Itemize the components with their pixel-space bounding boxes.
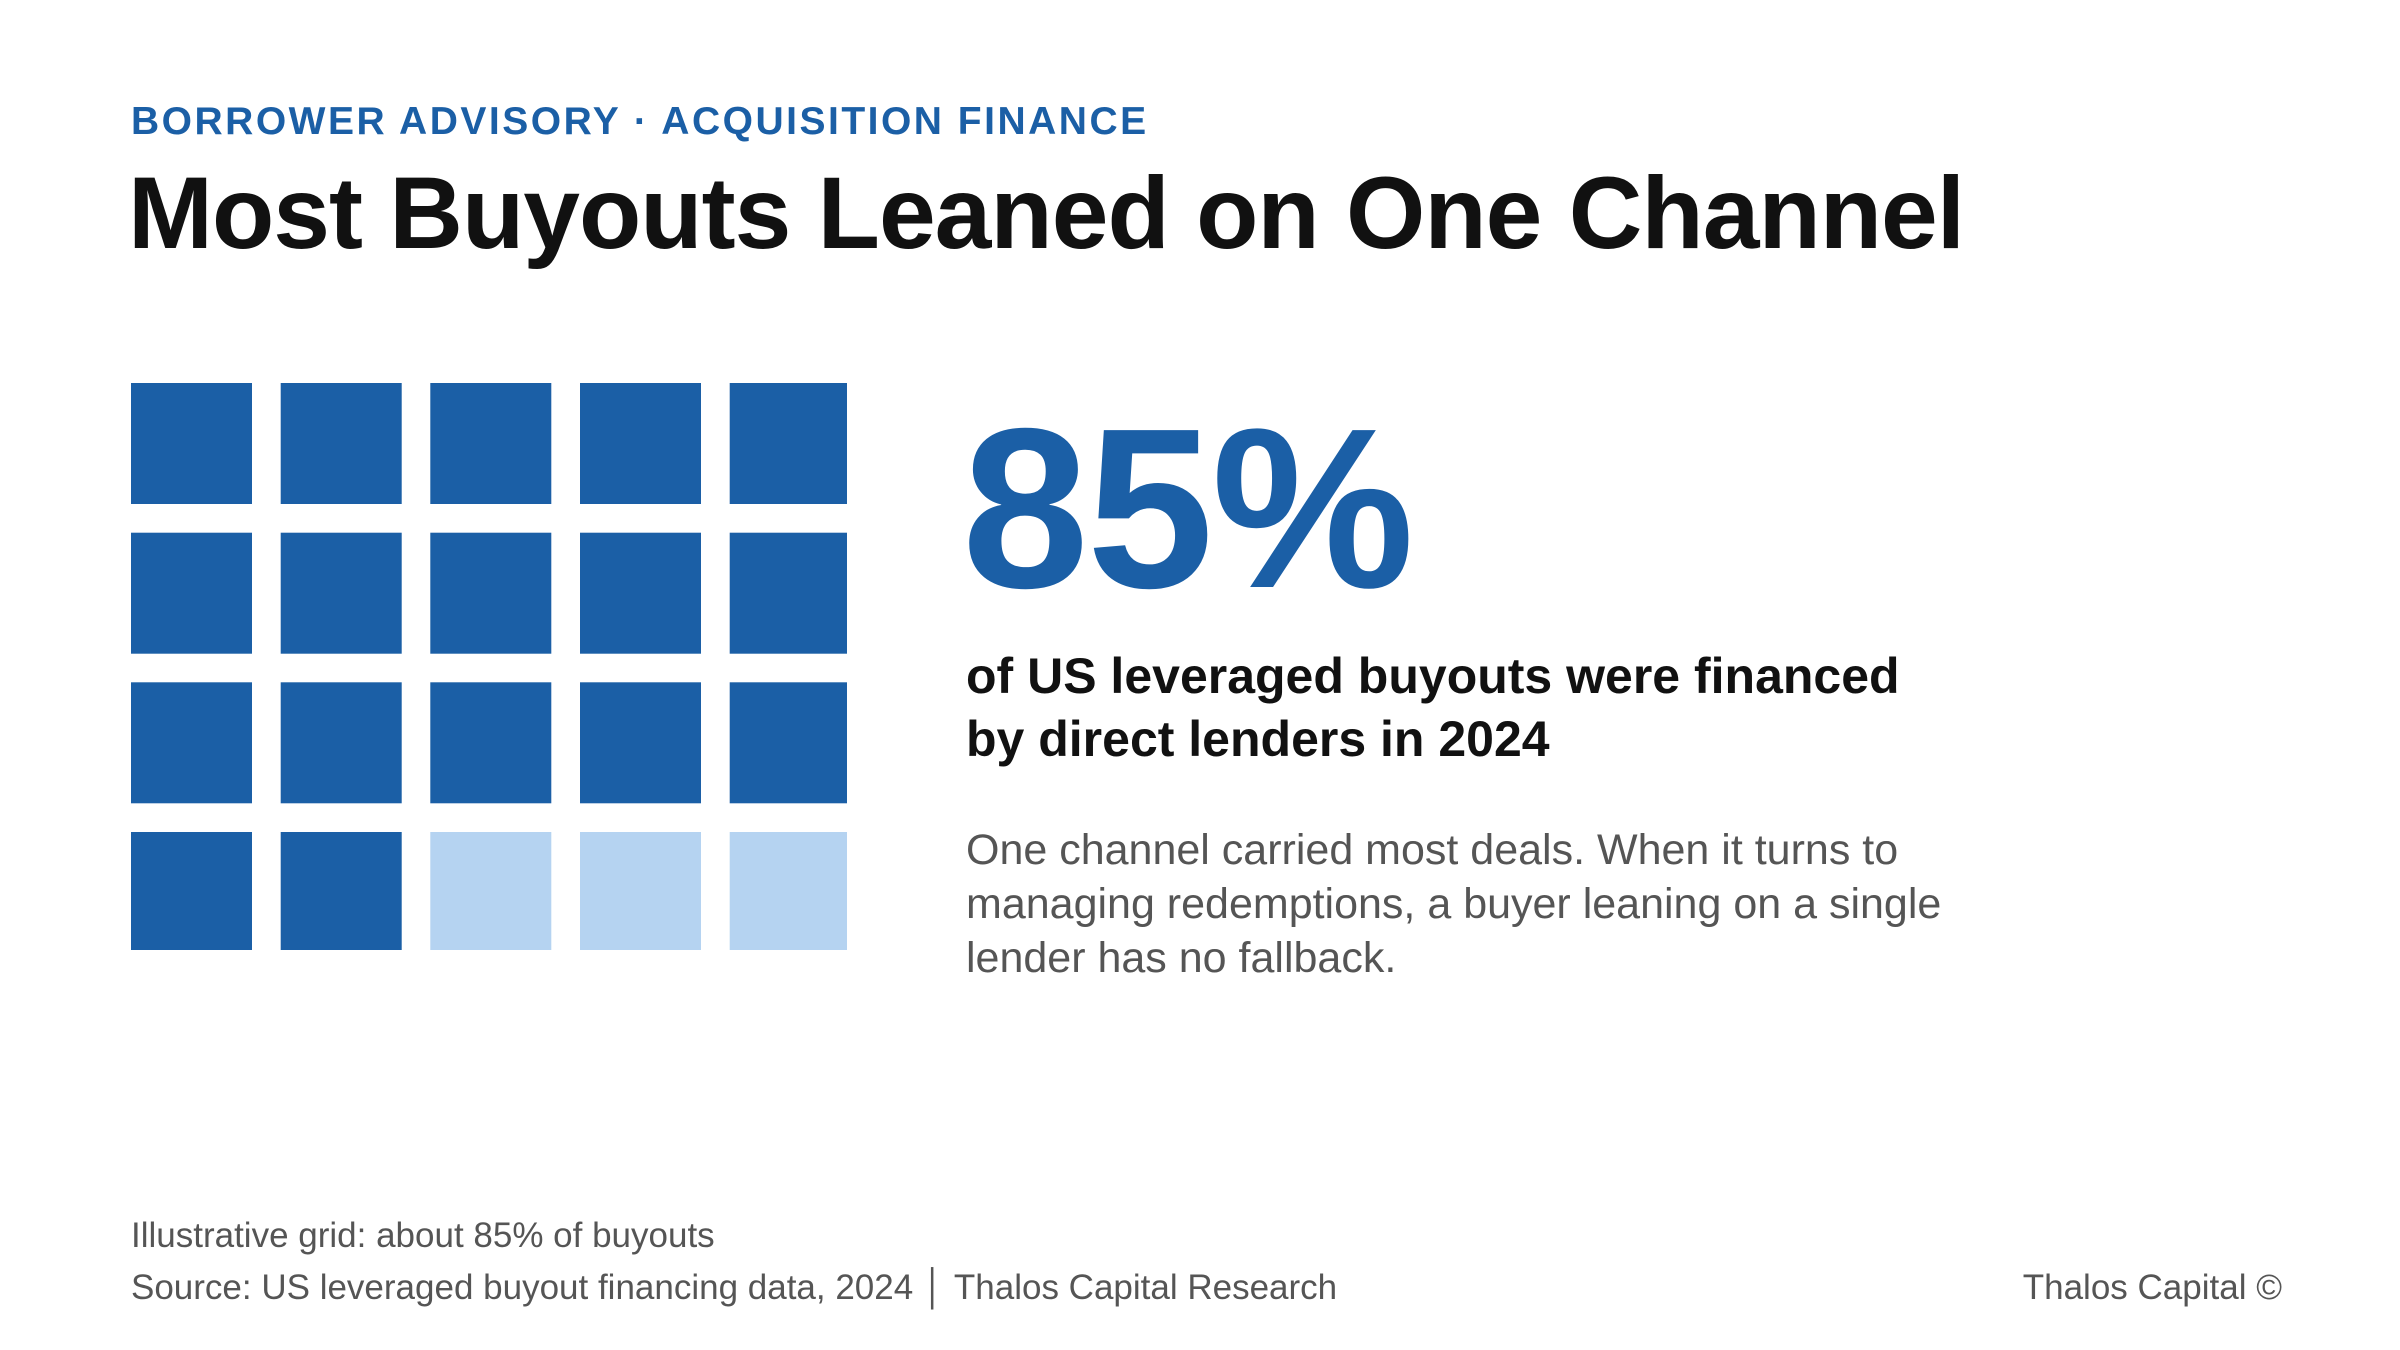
stat-body-line-1: One channel carried most deals. When it …: [966, 826, 1899, 874]
waffle-cell-empty: [729, 832, 847, 950]
waffle-cell-filled: [131, 832, 252, 950]
stat-headline-line-2: by direct lenders in 2024: [966, 711, 1550, 767]
footnote: Illustrative grid: about 85% of buyouts: [131, 1216, 715, 1255]
big-stat-value: 85%: [962, 382, 1414, 636]
waffle-cell-filled: [131, 532, 252, 654]
eyebrow-label: BORROWER ADVISORY · ACQUISITION FINANCE: [131, 100, 1149, 143]
source-line: Source: US leveraged buyout financing da…: [131, 1268, 1338, 1307]
stat-headline: of US leveraged buyouts were financed by…: [966, 645, 2066, 771]
waffle-cell-filled: [729, 383, 847, 504]
waffle-cell-filled: [280, 682, 402, 804]
waffle-cell-filled: [430, 383, 552, 504]
waffle-cell-empty: [580, 832, 701, 950]
waffle-cell-filled: [280, 832, 402, 950]
waffle-cell-filled: [131, 682, 252, 804]
waffle-cell-filled: [580, 682, 701, 804]
waffle-cell-filled: [131, 383, 252, 504]
waffle-cell-filled: [430, 682, 552, 804]
waffle-cell-filled: [729, 682, 847, 804]
stat-body-line-3: lender has no fallback.: [966, 934, 1397, 982]
waffle-cell-filled: [729, 532, 847, 654]
brand-mark: Thalos Capital ©: [2022, 1268, 2282, 1307]
waffle-cell-filled: [280, 532, 402, 654]
waffle-cell-empty: [430, 832, 552, 950]
waffle-cell-filled: [430, 532, 552, 654]
waffle-chart: [131, 383, 847, 950]
page-title: Most Buyouts Leaned on One Channel: [128, 156, 1965, 270]
stat-headline-line-1: of US leveraged buyouts were financed: [966, 648, 1900, 704]
waffle-cell-filled: [580, 532, 701, 654]
waffle-cell-filled: [580, 383, 701, 504]
waffle-cell-filled: [280, 383, 402, 504]
stat-body: One channel carried most deals. When it …: [966, 823, 2116, 985]
stat-body-line-2: managing redemptions, a buyer leaning on…: [966, 880, 1942, 928]
